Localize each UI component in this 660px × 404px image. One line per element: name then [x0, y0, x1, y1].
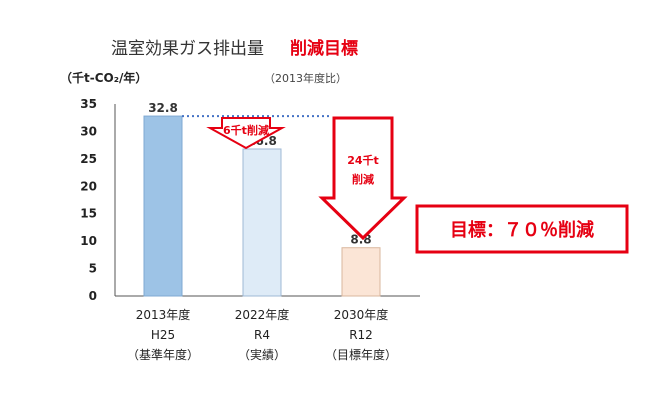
- x-category-desc: （実績）: [238, 347, 286, 362]
- x-category-year: 2022年度: [235, 307, 290, 322]
- reduction-label-2b: 削減: [352, 172, 374, 186]
- reduction-arrow-2: [318, 116, 408, 241]
- y-tick-label: 35: [80, 97, 97, 111]
- chart-title: 温室効果ガス排出量: [111, 39, 264, 59]
- reduction-label-2a: 24千t: [347, 153, 379, 167]
- bar: [242, 148, 282, 297]
- bar: [143, 115, 183, 297]
- y-axis-unit-label: （千t-CO₂/年）: [60, 70, 147, 85]
- y-tick-label: 5: [89, 262, 97, 276]
- y-tick-label: 10: [80, 234, 97, 248]
- x-category-year: 2030年度: [334, 307, 389, 322]
- bar: [341, 247, 381, 297]
- target-label: 目標：７０％削減: [450, 219, 594, 241]
- x-category-era: R12: [349, 328, 373, 342]
- target-box: [415, 204, 629, 254]
- y-tick-label: 0: [89, 289, 97, 303]
- x-category-year: 2013年度: [136, 307, 191, 322]
- x-category-desc: （目標年度）: [325, 347, 397, 362]
- y-tick-label: 25: [80, 152, 97, 166]
- chart-title-emphasis: 削減目標: [290, 38, 358, 59]
- y-tick-label: 30: [80, 124, 97, 138]
- y-tick-label: 15: [80, 207, 97, 221]
- chart-note: （2013年度比）: [264, 71, 347, 85]
- data-label: 32.8: [148, 101, 178, 115]
- x-category-era: R4: [254, 328, 270, 342]
- x-category-era: H25: [151, 328, 175, 342]
- reduction-label-1: 6千t削減: [223, 123, 269, 137]
- reduction-arrow-1: [206, 117, 286, 150]
- x-category-desc: （基準年度）: [127, 347, 199, 362]
- y-tick-label: 20: [80, 179, 97, 193]
